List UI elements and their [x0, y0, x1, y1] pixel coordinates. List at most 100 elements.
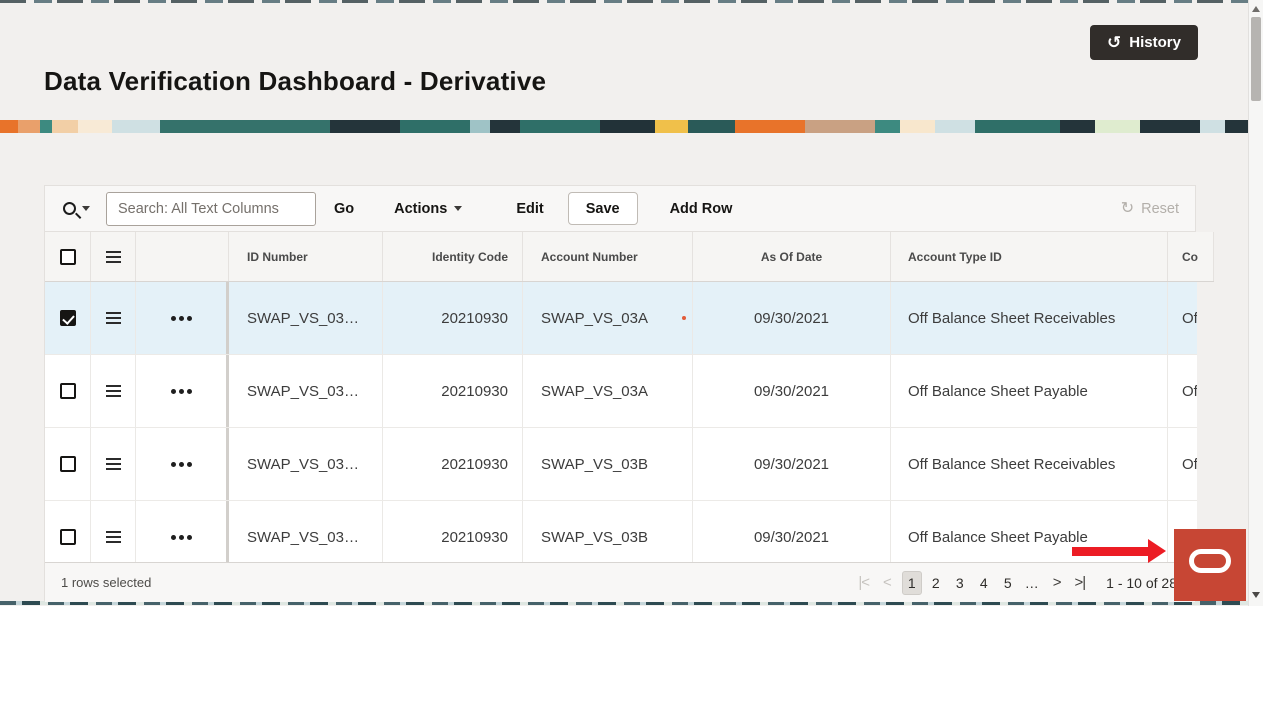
select-all-checkbox[interactable]: [59, 248, 76, 265]
column-header-identity-code[interactable]: Identity Code: [383, 232, 523, 281]
oracle-logo[interactable]: [1174, 529, 1246, 601]
add-row-button[interactable]: Add Row: [669, 200, 733, 217]
row-checkbox[interactable]: [59, 456, 76, 472]
chevron-down-icon: [454, 206, 463, 211]
page-ellipsis[interactable]: …: [1024, 574, 1039, 591]
scrollbar-up-icon[interactable]: [1252, 6, 1260, 12]
grid-body: SWAP_VS_03… 20210930 SWAP_VS_03A 09/30/2021…: [45, 282, 1197, 562]
cell-id-number: SWAP_VS_03…: [229, 428, 383, 500]
row-actions-icon[interactable]: [178, 388, 184, 394]
column-header-as-of-date[interactable]: As Of Date: [693, 232, 891, 281]
row-actions-icon[interactable]: [178, 461, 184, 467]
history-button[interactable]: ↺ History: [1090, 25, 1198, 60]
vertical-scrollbar: [1248, 0, 1263, 606]
row-actions-cell: [136, 355, 229, 427]
cell-account-number: SWAP_VS_03B: [523, 428, 693, 500]
interactive-grid-region: Go Actions Edit Save Add Row ↻ Reset: [44, 185, 1214, 603]
page-2-button[interactable]: 2: [931, 574, 940, 591]
cell-account-number: SWAP_VS_03A: [523, 282, 693, 354]
cell-account-type-id: Off Balance Sheet Receivables: [891, 282, 1168, 354]
header-menu-cell: [91, 232, 136, 281]
cell-account-number: SWAP_VS_03A: [523, 355, 693, 427]
row-menu-icon[interactable]: [105, 390, 121, 392]
row-menu-icon[interactable]: [105, 536, 121, 538]
row-select-cell: [45, 355, 91, 427]
search-icon: [63, 202, 76, 215]
row-checkbox[interactable]: [59, 383, 76, 399]
table-row: SWAP_VS_03… 20210930 SWAP_VS_03A 09/30/2021…: [45, 355, 1197, 428]
cell-co: Of: [1168, 355, 1197, 427]
cell-id-number: SWAP_VS_03…: [229, 501, 383, 562]
header-actions-cell: [136, 232, 229, 281]
first-page-icon[interactable]: |<: [858, 574, 870, 591]
cell-co: Of: [1168, 428, 1197, 500]
cell-as-of-date: 09/30/2021: [693, 355, 891, 427]
grid-toolbar: Go Actions Edit Save Add Row ↻ Reset: [45, 186, 1195, 232]
row-menu-icon[interactable]: [105, 317, 121, 319]
history-icon: ↺: [1107, 33, 1122, 52]
grid-footer: 1 rows selected |< < 1 2 3 4 5 … > >| 1 - 10 …: [45, 562, 1195, 602]
row-select-cell: [45, 428, 91, 500]
page-title: Data Verification Dashboard - Derivative: [44, 66, 547, 96]
row-checkbox[interactable]: [59, 310, 76, 326]
table-row: SWAP_VS_03… 20210930 SWAP_VS_03B 09/30/2021…: [45, 428, 1197, 501]
page-5-button[interactable]: 5: [1003, 574, 1012, 591]
cell-identity-code: 20210930: [383, 282, 523, 354]
history-button-label: History: [1129, 34, 1181, 51]
chevron-down-icon: [82, 206, 90, 211]
row-actions-icon[interactable]: [178, 315, 184, 321]
actions-menu-button[interactable]: Actions: [394, 200, 463, 217]
search-options-button[interactable]: [63, 202, 90, 215]
edited-indicator-icon: [682, 316, 686, 320]
next-page-icon[interactable]: >: [1052, 574, 1062, 591]
top-decorative-sliver: [0, 0, 1248, 3]
last-page-icon[interactable]: >|: [1074, 574, 1087, 591]
row-menu-icon[interactable]: [105, 463, 121, 465]
reset-button-label: Reset: [1141, 200, 1179, 217]
scrollbar-down-icon[interactable]: [1252, 592, 1260, 598]
reset-icon: ↻: [1120, 199, 1135, 217]
row-actions-icon[interactable]: [178, 534, 184, 540]
scrollbar-thumb[interactable]: [1251, 17, 1261, 101]
annotation-arrow-head: [1148, 539, 1166, 563]
row-actions-cell: [136, 282, 229, 354]
table-row: SWAP_VS_03… 20210930 SWAP_VS_03A 09/30/2021…: [45, 282, 1197, 355]
grid-menu-icon[interactable]: [105, 255, 121, 258]
cell-as-of-date: 09/30/2021: [693, 428, 891, 500]
table-row: SWAP_VS_03… 20210930 SWAP_VS_03B 09/30/2021…: [45, 501, 1197, 562]
row-menu-cell: [91, 428, 136, 500]
save-button[interactable]: Save: [567, 192, 638, 225]
cell-id-number: SWAP_VS_03…: [229, 282, 383, 354]
page-1-button[interactable]: 1: [901, 570, 922, 595]
row-actions-cell: [136, 428, 229, 500]
page-4-button[interactable]: 4: [979, 574, 988, 591]
page-3-button[interactable]: 3: [955, 574, 964, 591]
cell-account-type-id: Off Balance Sheet Receivables: [891, 428, 1168, 500]
actions-menu-label: Actions: [394, 200, 448, 217]
row-select-cell: [45, 501, 91, 562]
reset-button[interactable]: ↻ Reset: [1120, 199, 1179, 217]
cell-co: Of: [1168, 282, 1197, 354]
cell-identity-code: 20210930: [383, 355, 523, 427]
edit-button[interactable]: Edit: [516, 200, 544, 217]
cell-identity-code: 20210930: [383, 428, 523, 500]
row-menu-cell: [91, 355, 136, 427]
column-header-id-number[interactable]: ID Number: [229, 232, 383, 281]
column-header-co[interactable]: Co: [1168, 232, 1214, 281]
cell-as-of-date: 09/30/2021: [693, 282, 891, 354]
row-menu-cell: [91, 282, 136, 354]
row-menu-cell: [91, 501, 136, 562]
go-button[interactable]: Go: [334, 200, 355, 217]
cell-account-type-id: Off Balance Sheet Payable: [891, 501, 1168, 562]
prev-page-icon[interactable]: <: [882, 574, 892, 591]
search-input[interactable]: [106, 191, 316, 226]
grid-header-row: ID Number Identity Code Account Number A…: [45, 232, 1214, 282]
column-header-account-type-id[interactable]: Account Type ID: [891, 232, 1168, 281]
row-checkbox[interactable]: [59, 529, 76, 545]
column-header-account-number[interactable]: Account Number: [523, 232, 693, 281]
browser-viewport: Data Verification Dashboard - Derivative…: [0, 0, 1263, 606]
pagination: |< < 1 2 3 4 5 … > >| 1 - 10 of 28: [853, 570, 1181, 595]
select-all-cell: [45, 232, 91, 281]
cell-identity-code: 20210930: [383, 501, 523, 562]
